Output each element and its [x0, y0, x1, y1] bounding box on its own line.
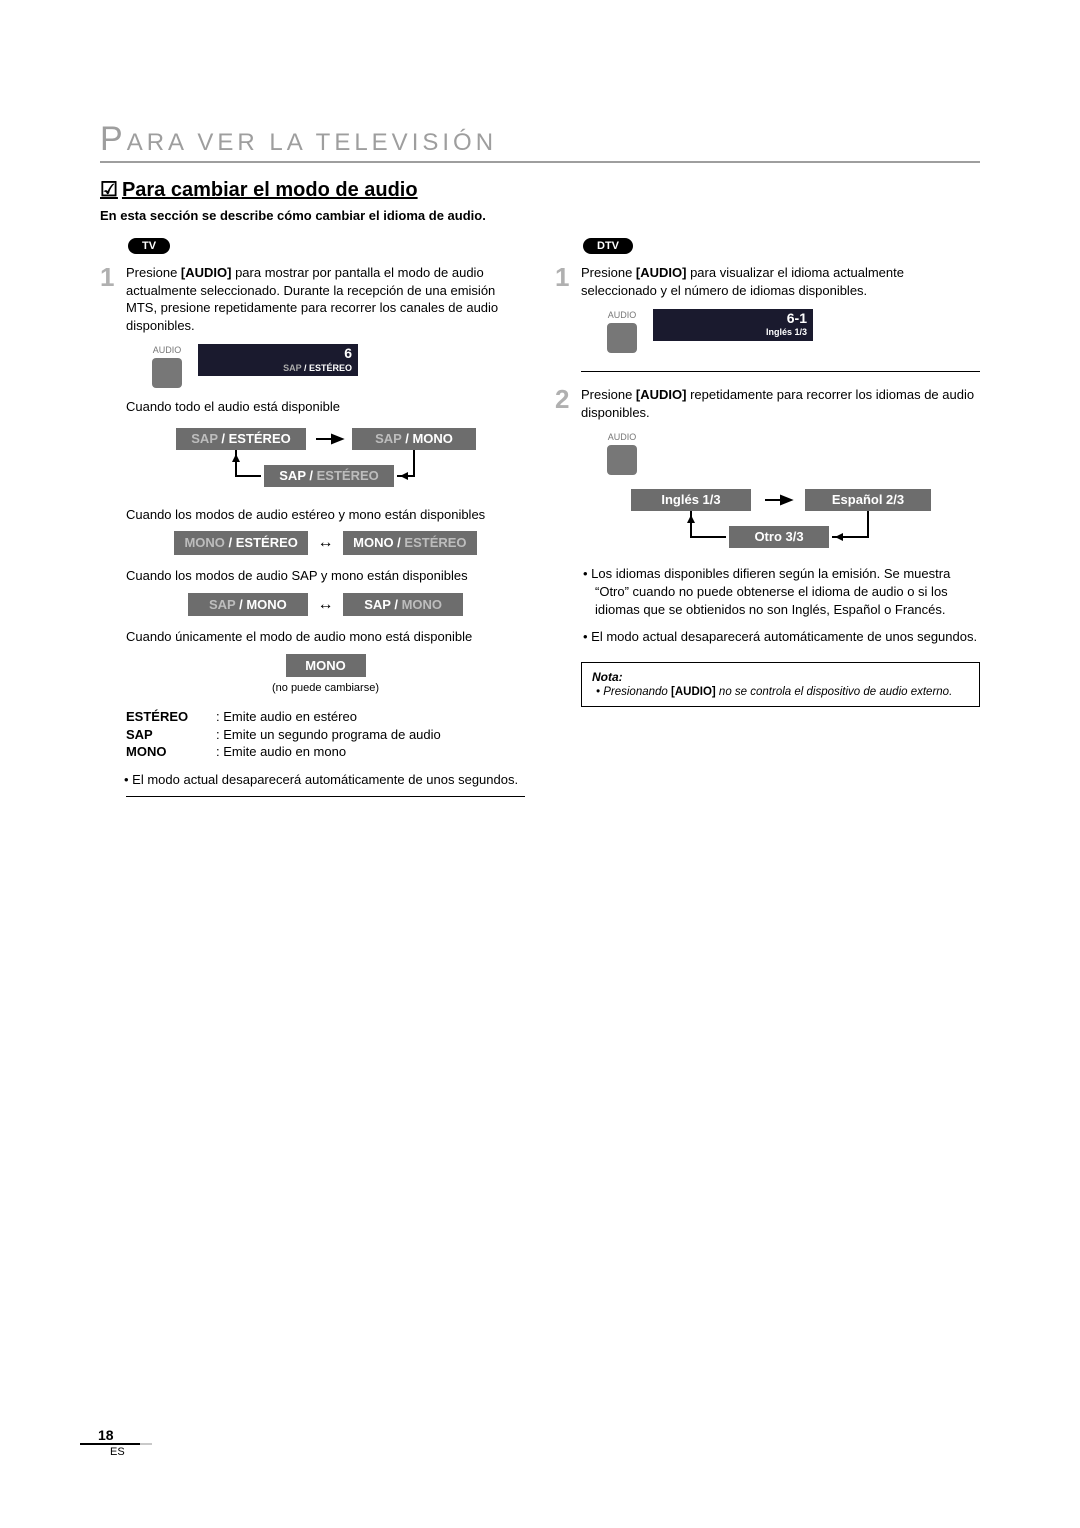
audio-button-icon — [607, 323, 637, 353]
flow-diagram-all: SAP / ESTÉREO SAP / MONO SAP / ESTÉREO — [166, 424, 486, 494]
tv-bullet: El modo actual desaparecerá automáticame… — [136, 771, 525, 789]
term-sap: SAP — [126, 726, 216, 744]
osd-display: 6 SAP / ESTÉREO — [198, 344, 358, 375]
t: [AUDIO] — [636, 265, 687, 280]
audio-label: AUDIO — [153, 344, 182, 356]
step-number-2: 2 — [555, 386, 581, 723]
svg-text:SAP / MONO: SAP / MONO — [375, 431, 453, 446]
page-number: 18 — [80, 1427, 114, 1443]
def-estereo: : Emite audio en estéreo — [216, 708, 525, 726]
tv-desc-4: Cuando únicamente el modo de audio mono … — [126, 628, 525, 646]
osd-sap: SAP — [283, 363, 301, 373]
term-mono: MONO — [126, 743, 216, 761]
tv-desc-2: Cuando los modos de audio estéreo y mono… — [126, 506, 525, 524]
note-title: Nota: — [592, 669, 969, 685]
t: Presionando — [603, 686, 671, 698]
dtv-step1: Presione [AUDIO] para visualizar el idio… — [581, 264, 980, 372]
osd-est: ESTÉREO — [309, 363, 352, 373]
section-title: ☑Para cambiar el modo de audio — [100, 177, 980, 202]
tv-pill: TV — [128, 238, 170, 254]
t: Presione — [581, 387, 636, 402]
dtv-bullet-1: Los idiomas disponibles difieren según l… — [595, 565, 980, 618]
step-number-1: 1 — [555, 264, 581, 380]
tv-step1-text: Presione [AUDIO] para mostrar por pantal… — [126, 264, 525, 797]
double-arrow-icon: ↔ — [318, 594, 334, 616]
mode-mono-est2: MONO / ESTÉREO — [343, 531, 476, 555]
nochange-label: (no puede cambiarse) — [126, 681, 525, 696]
term-estereo: ESTÉREO — [126, 708, 216, 726]
t: / — [301, 363, 309, 373]
step-number-1: 1 — [100, 264, 126, 805]
mode-sap-mono: SAP / MONO — [188, 593, 308, 617]
osd-channel: 6-1 — [659, 311, 807, 326]
t: [AUDIO] — [636, 387, 687, 402]
audio-label: AUDIO — [608, 431, 637, 443]
mode-mono-only: MONO — [286, 654, 366, 678]
audio-button-icon — [152, 358, 182, 388]
section-intro: En esta sección se describe cómo cambiar… — [100, 208, 980, 223]
dtv-step2: Presione [AUDIO] repetidamente para reco… — [581, 386, 980, 715]
page-lang: ES — [80, 1446, 140, 1458]
svg-text:SAP / ESTÉREO: SAP / ESTÉREO — [279, 468, 378, 483]
tv-desc-1: Cuando todo el audio está disponible — [126, 398, 525, 416]
svg-text:SAP / ESTÉREO: SAP / ESTÉREO — [191, 431, 290, 446]
t: Presione — [581, 265, 636, 280]
tv-column: TV 1 Presione [AUDIO] para mostrar por p… — [100, 237, 525, 811]
t: no se controla el dispositivo de audio e… — [716, 686, 953, 698]
audio-label: AUDIO — [608, 309, 637, 321]
svg-text:Español 2/3: Español 2/3 — [831, 492, 903, 507]
note-box: Nota: Presionando [AUDIO] no se controla… — [581, 662, 980, 708]
definitions: ESTÉREO: Emite audio en estéreo SAP: Emi… — [126, 708, 525, 761]
mode-mono-est: MONO / ESTÉREO — [174, 531, 307, 555]
svg-text:Otro 3/3: Otro 3/3 — [754, 529, 803, 544]
svg-text:Inglés 1/3: Inglés 1/3 — [661, 492, 720, 507]
t: [AUDIO] — [671, 686, 716, 698]
def-sap: : Emite un segundo programa de audio — [216, 726, 525, 744]
audio-button-graphic: AUDIO — [152, 344, 182, 388]
chapter-p: P — [100, 120, 127, 158]
double-arrow-icon: ↔ — [318, 532, 334, 554]
section-title-text: Para cambiar el modo de audio — [122, 179, 418, 201]
t: [AUDIO] — [181, 265, 232, 280]
tv-desc-3: Cuando los modos de audio SAP y mono est… — [126, 567, 525, 585]
flow-diagram-lang: Inglés 1/3 Español 2/3 Otro 3/3 — [621, 485, 941, 555]
chapter-rest: ARA VER LA TELEVISIÓN — [127, 129, 497, 156]
t: Presione — [126, 265, 181, 280]
checkbox-icon: ☑ — [100, 179, 118, 201]
dtv-pill: DTV — [583, 238, 633, 254]
mode-sap-mono2: SAP / MONO — [343, 593, 463, 617]
osd-channel: 6 — [204, 346, 352, 361]
page-footer: 18 ES — [80, 1427, 140, 1458]
audio-button-graphic: AUDIO — [607, 431, 637, 475]
chapter-title: PARA VER LA TELEVISIÓN — [100, 120, 980, 163]
dtv-bullet-2: El modo actual desaparecerá automáticame… — [595, 628, 980, 646]
def-mono: : Emite audio en mono — [216, 743, 525, 761]
osd-lang: Inglés 1/3 — [766, 327, 807, 337]
note-item: Presionando [AUDIO] no se controla el di… — [606, 685, 969, 701]
audio-button-icon — [607, 445, 637, 475]
audio-button-graphic: AUDIO — [607, 309, 637, 353]
osd-display-dtv: 6-1 Inglés 1/3 — [653, 309, 813, 340]
dtv-column: DTV 1 Presione [AUDIO] para visualizar e… — [555, 237, 980, 811]
